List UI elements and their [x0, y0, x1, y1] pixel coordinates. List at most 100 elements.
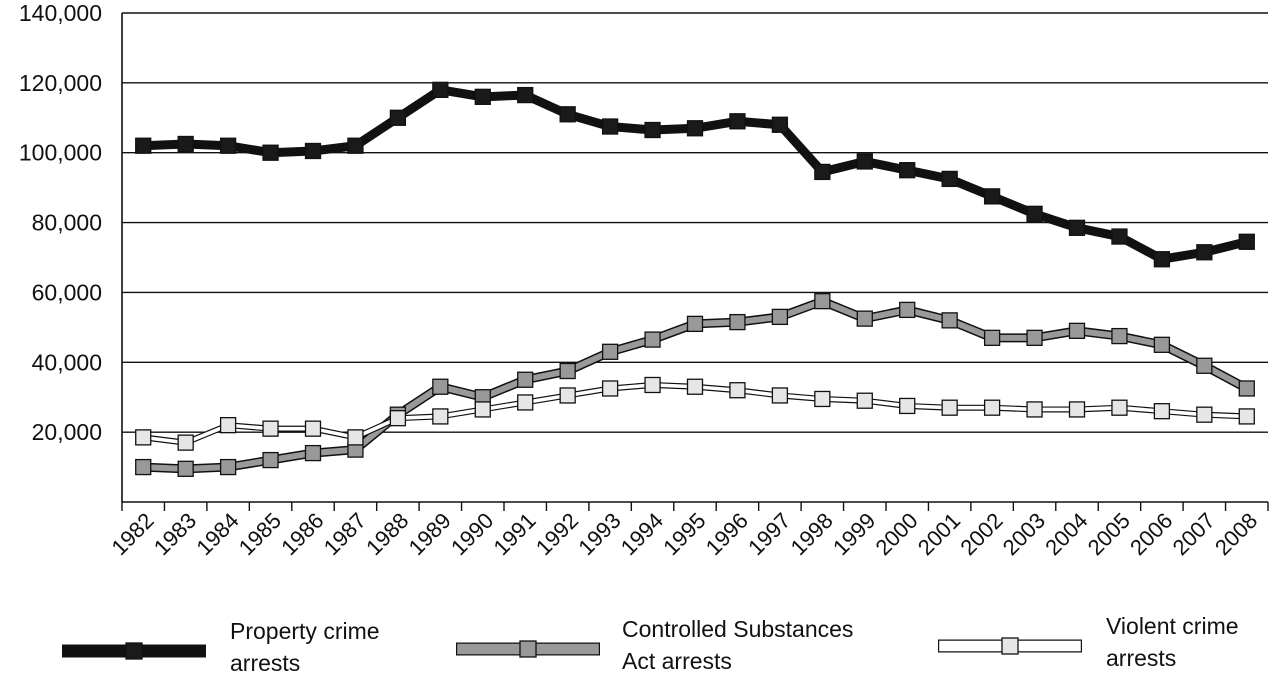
- data-point: [389, 410, 407, 427]
- x-tick-label: 1993: [573, 508, 625, 560]
- axes: [121, 13, 1269, 511]
- x-tick-labels: 1982198319841985198619871988198919901991…: [106, 508, 1262, 560]
- data-point: [304, 142, 322, 160]
- x-tick-label: 2006: [1125, 508, 1177, 560]
- data-point: [389, 109, 407, 126]
- data-point: [1196, 357, 1213, 374]
- data-point: [941, 312, 958, 329]
- data-point: [983, 188, 1001, 205]
- data-point: [1111, 399, 1128, 416]
- data-point: [814, 390, 831, 408]
- data-point: [262, 451, 279, 469]
- data-point: [644, 376, 661, 394]
- data-point: [432, 378, 449, 395]
- data-point: [1238, 408, 1255, 425]
- x-tick-label: 1995: [658, 508, 710, 560]
- x-tick-label: 1994: [616, 508, 668, 560]
- data-point: [1153, 403, 1171, 420]
- data-point: [771, 116, 789, 133]
- data-point: [432, 408, 449, 425]
- data-point: [262, 144, 279, 161]
- data-point: [856, 392, 873, 409]
- data-point: [517, 86, 534, 104]
- data-point: [983, 399, 1001, 416]
- series-lines: [135, 81, 1255, 477]
- data-point: [474, 88, 491, 105]
- data-point: [219, 458, 237, 476]
- data-point: [941, 170, 958, 188]
- series-2: [135, 293, 1255, 477]
- data-point: [899, 162, 916, 179]
- data-point: [474, 401, 491, 418]
- data-point: [644, 121, 661, 139]
- x-tick-label: 1984: [191, 508, 243, 560]
- data-point: [304, 444, 322, 462]
- data-point: [559, 106, 576, 123]
- data-point: [1153, 251, 1171, 268]
- data-point: [686, 120, 704, 137]
- gridlines: [122, 12, 1268, 433]
- data-point: [1153, 336, 1171, 353]
- x-tick-label: 2005: [1083, 508, 1135, 560]
- data-point: [686, 315, 704, 333]
- data-point: [983, 329, 1001, 346]
- data-point: [219, 417, 237, 434]
- x-tick-label: 2004: [1040, 508, 1092, 560]
- legend-label: arrests: [230, 650, 300, 676]
- data-point: [432, 81, 449, 98]
- data-point: [1068, 219, 1086, 236]
- data-point: [559, 387, 576, 404]
- y-tick-label: 60,000: [32, 279, 102, 305]
- y-tick-label: 20,000: [32, 419, 102, 445]
- data-point: [686, 378, 704, 395]
- y-tick-label: 120,000: [19, 70, 102, 96]
- y-tick-label: 40,000: [32, 349, 102, 375]
- x-tick-label: 2000: [870, 508, 922, 560]
- x-tick-label: 1987: [319, 508, 371, 560]
- data-point: [814, 163, 831, 181]
- y-tick-label: 100,000: [19, 140, 102, 166]
- data-point: [304, 420, 322, 437]
- data-point: [347, 429, 364, 446]
- x-tick-label: 2003: [998, 508, 1050, 560]
- x-tick-label: 1988: [361, 508, 413, 560]
- y-tick-labels: 20,000 40,000 60,000 80,000 100,000 120,000 14…: [19, 0, 102, 445]
- legend-item-2: Controlled Substances Act arrests: [456, 616, 853, 674]
- legend-label: Act arrests: [622, 648, 732, 674]
- data-point: [601, 380, 619, 397]
- series-3: [135, 376, 1255, 451]
- data-point: [729, 313, 746, 331]
- data-point: [1238, 233, 1255, 250]
- legend-marker: [125, 642, 143, 660]
- x-tick-label: 1998: [786, 508, 838, 560]
- data-point: [771, 387, 789, 404]
- x-tick-label: 1992: [531, 508, 583, 560]
- legend-item-1: Property crime arrests: [62, 618, 380, 676]
- x-tick-label: 1999: [828, 508, 880, 560]
- y-tick-label: 140,000: [19, 0, 102, 26]
- data-point: [941, 399, 958, 416]
- series-1: [135, 81, 1255, 268]
- data-point: [219, 137, 237, 154]
- data-point: [814, 293, 831, 310]
- data-point: [1111, 228, 1128, 245]
- data-point: [559, 362, 576, 380]
- data-point: [601, 343, 619, 360]
- data-point: [729, 113, 746, 130]
- x-tick-label: 1986: [276, 508, 328, 560]
- legend: Property crime arrests Controlled Substanc…: [62, 613, 1239, 676]
- data-point: [135, 137, 152, 154]
- legend-item-3: Violent crime arrests: [938, 613, 1239, 671]
- x-tick-label: 1990: [446, 508, 498, 560]
- data-point: [771, 308, 789, 326]
- data-point: [177, 460, 194, 477]
- y-tick-label: 80,000: [32, 210, 102, 236]
- x-tick-label: 1983: [149, 508, 201, 560]
- x-tick-label: 1985: [234, 508, 286, 560]
- data-point: [517, 394, 534, 411]
- legend-marker: [519, 640, 537, 658]
- data-point: [1068, 401, 1086, 418]
- data-point: [1068, 322, 1086, 340]
- data-point: [729, 382, 746, 399]
